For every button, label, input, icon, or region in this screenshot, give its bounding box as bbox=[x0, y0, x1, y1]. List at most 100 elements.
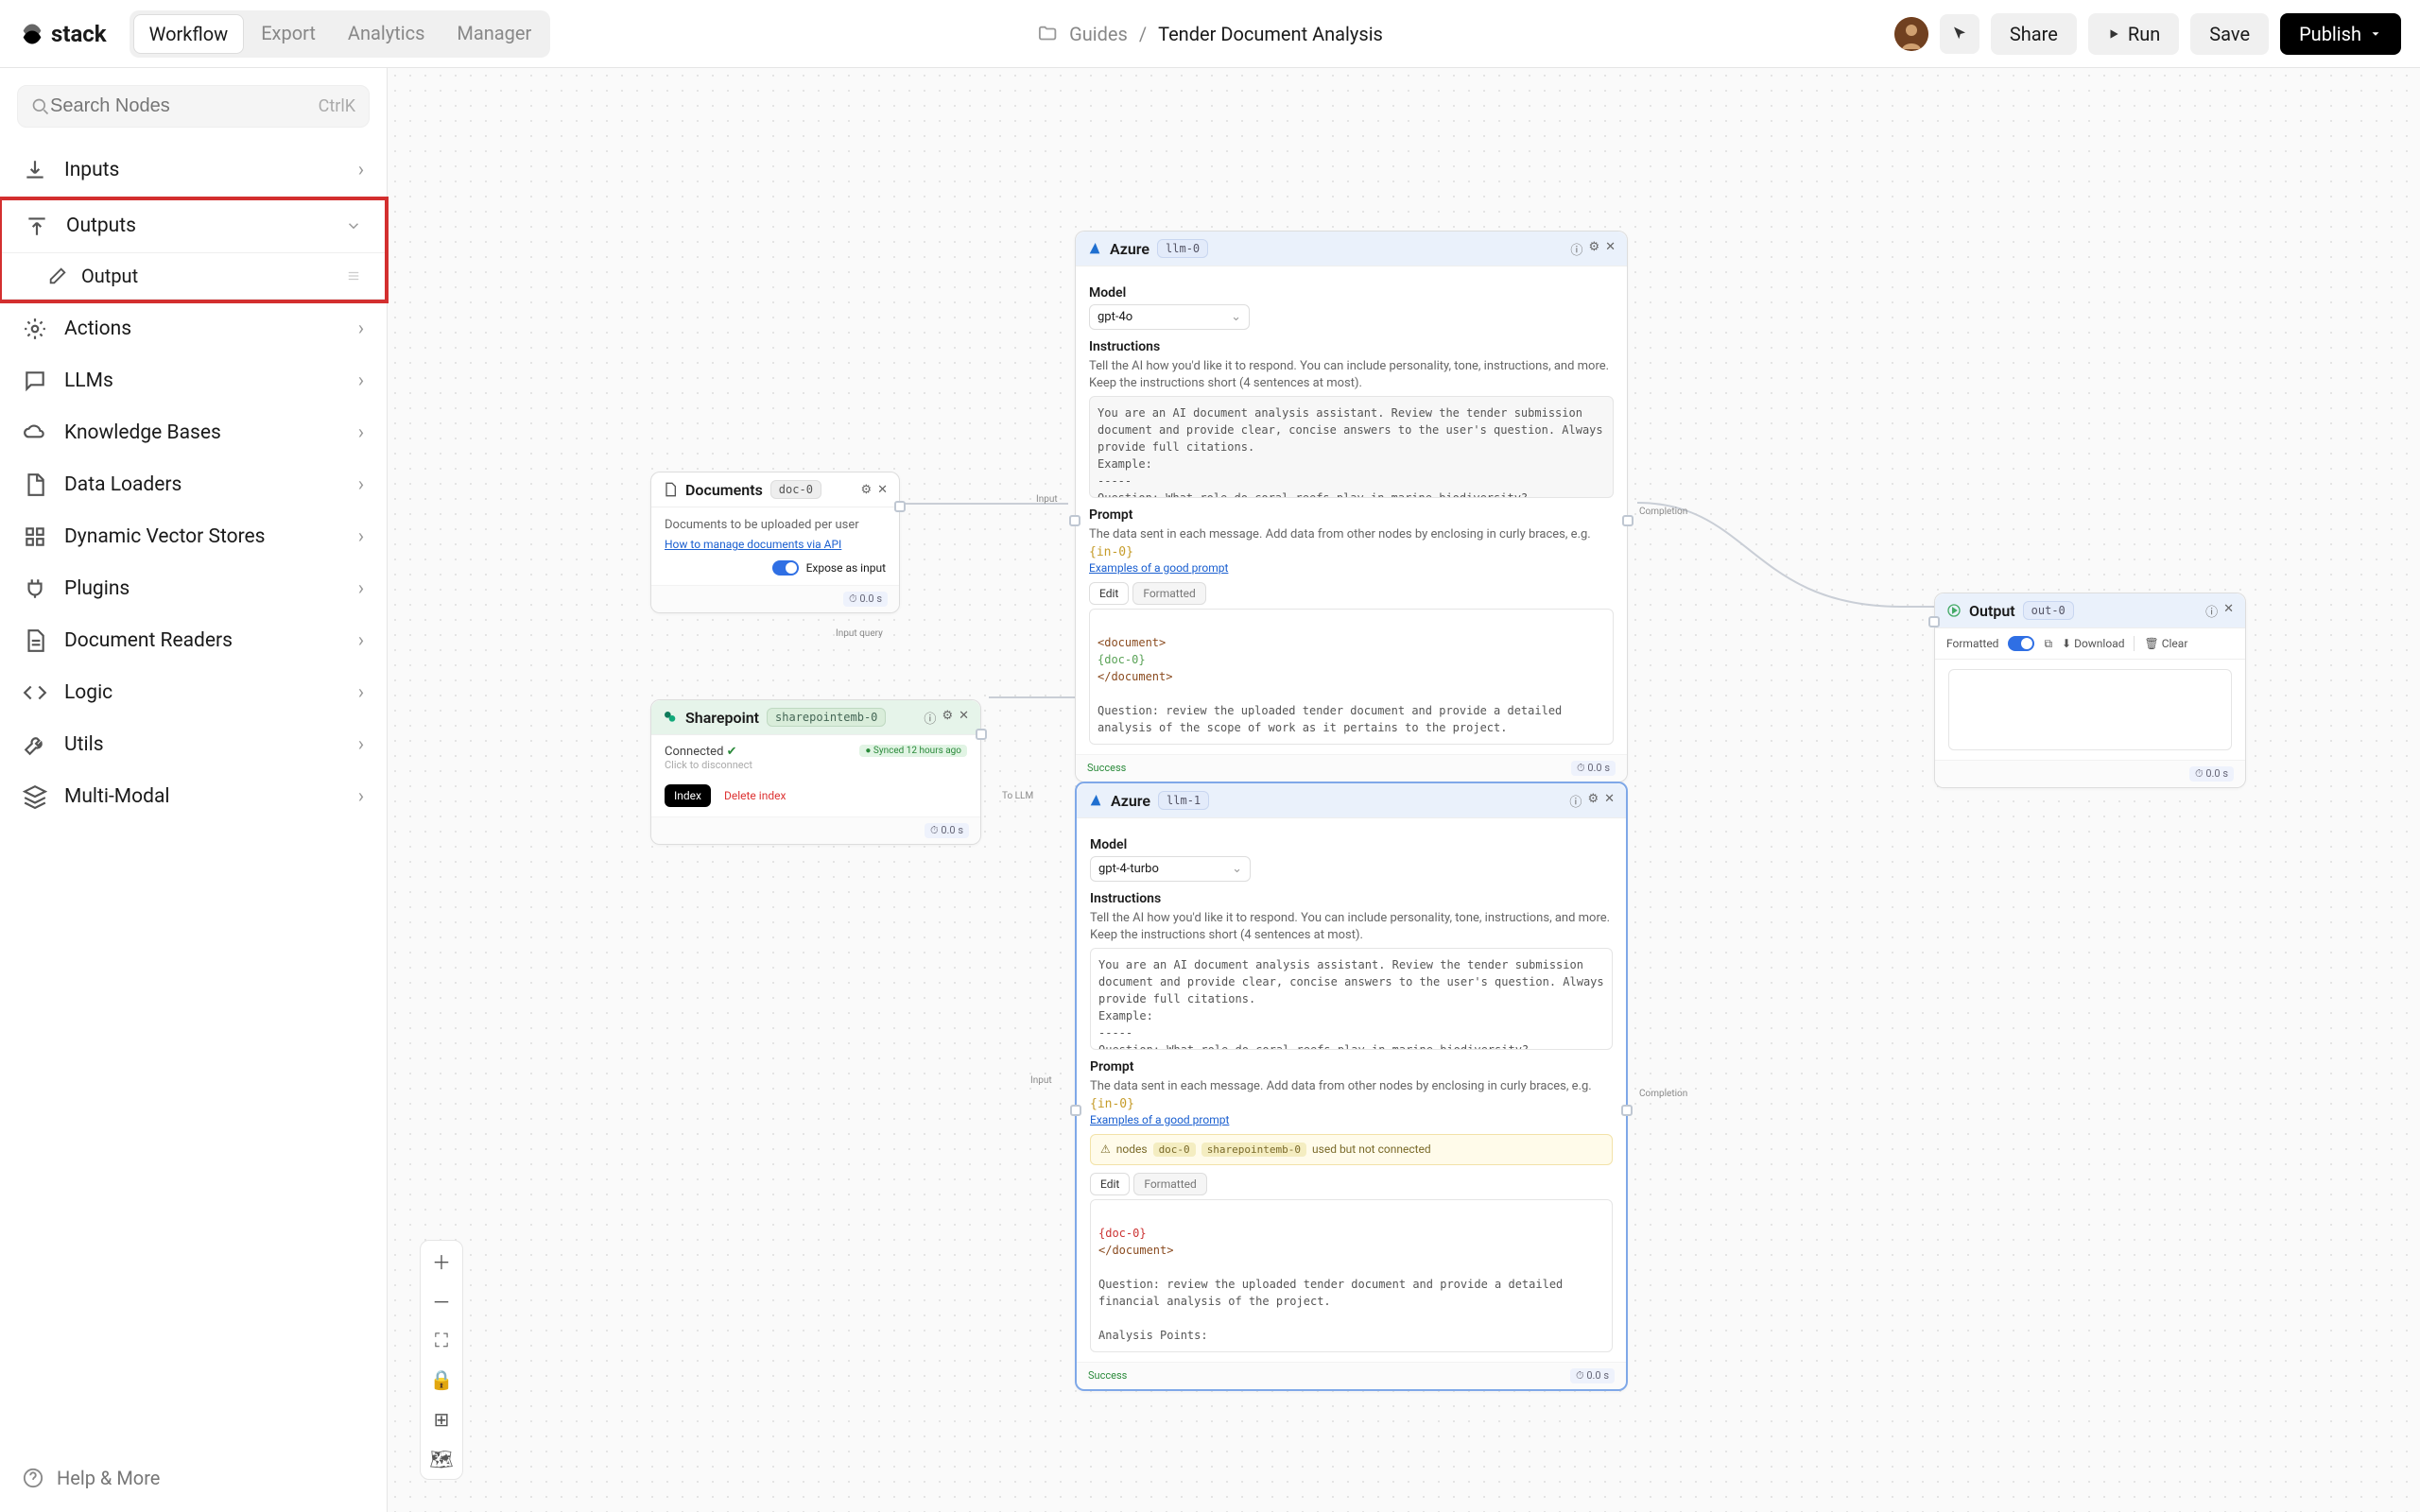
close-icon[interactable]: ✕ bbox=[1605, 240, 1616, 258]
pointer-button[interactable] bbox=[1940, 14, 1979, 54]
sidebar-item-inputs[interactable]: Inputs › bbox=[0, 145, 387, 197]
port-label-input: Input bbox=[1036, 494, 1058, 505]
gear-icon[interactable]: ⚙ bbox=[860, 483, 872, 497]
tab-formatted[interactable]: Formatted bbox=[1132, 582, 1205, 605]
sidebar-item-readers[interactable]: Document Readers› bbox=[0, 615, 387, 667]
sidebar-item-outputs[interactable]: Outputs bbox=[2, 200, 385, 252]
azure0-port-out[interactable] bbox=[1622, 515, 1634, 526]
sidebar-item-utils[interactable]: Utils› bbox=[0, 719, 387, 771]
gear-icon[interactable]: ⚙ bbox=[1588, 240, 1599, 258]
instr-label: Instructions bbox=[1089, 339, 1614, 354]
documents-title: Documents bbox=[685, 481, 763, 499]
close-icon[interactable]: ✕ bbox=[959, 709, 969, 727]
output-textarea[interactable] bbox=[1948, 669, 2232, 750]
avatar[interactable] bbox=[1894, 17, 1928, 51]
prompt-textarea-1[interactable]: {doc-0} </document> Question: review the… bbox=[1090, 1199, 1613, 1352]
tab-export[interactable]: Export bbox=[246, 14, 331, 54]
sharepoint-node[interactable]: Sharepoint sharepointemb-0 ⓘ ⚙ ✕ Connect… bbox=[650, 699, 981, 845]
azure1-port-out[interactable] bbox=[1621, 1105, 1633, 1116]
info-icon[interactable]: ⓘ bbox=[924, 709, 936, 727]
tab-analytics[interactable]: Analytics bbox=[333, 14, 441, 54]
sidebar-item-dvs[interactable]: Dynamic Vector Stores› bbox=[0, 511, 387, 563]
sidebar-item-logic[interactable]: Logic› bbox=[0, 667, 387, 719]
search-shortcut: CtrlK bbox=[319, 96, 355, 116]
sidebar-item-plugins[interactable]: Plugins› bbox=[0, 563, 387, 615]
fit-button[interactable]: ⛶ bbox=[421, 1320, 462, 1360]
copy-icon[interactable]: ⧉ bbox=[2044, 637, 2052, 651]
help-and-more[interactable]: Help & More bbox=[0, 1444, 387, 1512]
sidebar-item-output-child[interactable]: Output bbox=[2, 252, 385, 300]
info-icon[interactable]: ⓘ bbox=[1570, 240, 1582, 258]
delete-index-button[interactable]: Delete index bbox=[724, 789, 786, 802]
gear-icon[interactable]: ⚙ bbox=[942, 709, 953, 727]
instructions-textarea-1[interactable]: You are an AI document analysis assistan… bbox=[1090, 948, 1613, 1050]
breadcrumb-current[interactable]: Tender Document Analysis bbox=[1158, 23, 1383, 45]
tab-manager[interactable]: Manager bbox=[441, 14, 546, 54]
logo[interactable]: stack bbox=[19, 21, 107, 47]
instructions-textarea-0[interactable]: You are an AI document analysis assistan… bbox=[1089, 396, 1614, 498]
publish-button[interactable]: Publish bbox=[2280, 13, 2401, 55]
save-button[interactable]: Save bbox=[2190, 13, 2269, 55]
chevron-down-icon bbox=[2369, 27, 2382, 41]
close-icon[interactable]: ✕ bbox=[1604, 792, 1615, 810]
prompt-example-link[interactable]: Examples of a good prompt bbox=[1089, 561, 1614, 575]
azure1-port-in[interactable] bbox=[1070, 1105, 1081, 1116]
grid-button[interactable]: ⊞ bbox=[421, 1400, 462, 1439]
port-label-tollm: To LLM bbox=[1002, 791, 1033, 801]
breadcrumb-folder[interactable]: Guides bbox=[1069, 23, 1128, 45]
canvas[interactable]: Documents doc-0 ⚙ ✕ Documents to be uplo… bbox=[388, 68, 2420, 1512]
index-button[interactable]: Index bbox=[665, 784, 711, 807]
map-button[interactable]: 🗺 bbox=[421, 1439, 462, 1479]
download-button[interactable]: ⬇ Download bbox=[2062, 637, 2124, 650]
sharepoint-port-out[interactable] bbox=[976, 729, 987, 740]
stack-icon bbox=[23, 524, 47, 549]
sidebar-item-actions[interactable]: Actions› bbox=[0, 303, 387, 355]
model-select-1[interactable]: gpt-4-turbo⌄ bbox=[1090, 856, 1251, 882]
tab-edit[interactable]: Edit bbox=[1089, 582, 1129, 605]
model-select-0[interactable]: gpt-4o⌄ bbox=[1089, 304, 1250, 330]
azure0-port-in[interactable] bbox=[1069, 515, 1080, 526]
zoom-in-button[interactable]: ＋ bbox=[421, 1241, 462, 1280]
close-icon[interactable]: ✕ bbox=[877, 483, 888, 497]
documents-node[interactable]: Documents doc-0 ⚙ ✕ Documents to be uplo… bbox=[650, 472, 900, 613]
azure-node-0[interactable]: Azure llm-0 ⓘ ⚙ ✕ Model gpt-4o⌄ Instruct… bbox=[1075, 231, 1628, 782]
azure0-timing: ⏱ 0.0 s bbox=[1571, 761, 1616, 776]
sidebar-item-multimodal[interactable]: Multi-Modal› bbox=[0, 771, 387, 823]
output-port-in[interactable] bbox=[1928, 616, 1940, 627]
file-icon bbox=[663, 482, 678, 497]
documents-help-link[interactable]: How to manage documents via API bbox=[665, 538, 886, 551]
output-tag: out-0 bbox=[2023, 601, 2074, 620]
sidebar-item-kbs[interactable]: Knowledge Bases› bbox=[0, 407, 387, 459]
azure-node-1[interactable]: Azure llm-1 ⓘ ⚙ ✕ Model gpt-4-turbo⌄ Ins… bbox=[1075, 782, 1628, 1391]
prompt-example-link[interactable]: Examples of a good prompt bbox=[1090, 1113, 1613, 1126]
documents-port-out[interactable] bbox=[894, 501, 906, 512]
info-icon[interactable]: ⓘ bbox=[1569, 792, 1582, 810]
file-icon bbox=[23, 472, 47, 497]
expose-toggle[interactable] bbox=[772, 560, 799, 576]
prompt-label: Prompt bbox=[1090, 1059, 1613, 1074]
prompt-textarea-0[interactable]: <document> {doc-0} </document> Question:… bbox=[1089, 609, 1614, 745]
lock-button[interactable]: 🔒 bbox=[421, 1360, 462, 1400]
outputs-highlight: Outputs Output bbox=[0, 197, 389, 303]
info-icon[interactable]: ⓘ bbox=[2205, 602, 2218, 620]
output-node[interactable]: Output out-0 ⓘ ✕ Formatted ⧉ ⬇ Download … bbox=[1934, 593, 2246, 788]
formatted-toggle[interactable] bbox=[2008, 636, 2034, 651]
sidebar-item-loaders[interactable]: Data Loaders› bbox=[0, 459, 387, 511]
upload-icon bbox=[25, 214, 49, 238]
tab-workflow[interactable]: Workflow bbox=[133, 14, 245, 54]
tab-formatted[interactable]: Formatted bbox=[1133, 1173, 1206, 1195]
close-icon[interactable]: ✕ bbox=[2223, 602, 2234, 620]
sidebar: CtrlK Inputs › Outputs Output Actions› bbox=[0, 68, 388, 1512]
clear-button[interactable]: 🗑 Clear bbox=[2144, 637, 2187, 650]
zoom-out-button[interactable]: － bbox=[421, 1280, 462, 1320]
sidebar-item-llms[interactable]: LLMs› bbox=[0, 355, 387, 407]
output-title: Output bbox=[1969, 602, 2015, 620]
gear-icon[interactable]: ⚙ bbox=[1587, 792, 1599, 810]
run-button[interactable]: Run bbox=[2088, 13, 2179, 55]
document-icon bbox=[23, 628, 47, 653]
tab-edit[interactable]: Edit bbox=[1090, 1173, 1130, 1195]
share-button[interactable]: Share bbox=[1991, 13, 2077, 55]
sharepoint-icon bbox=[663, 710, 678, 725]
search-input[interactable]: CtrlK bbox=[17, 85, 370, 128]
sharepoint-tag: sharepointemb-0 bbox=[767, 708, 886, 727]
